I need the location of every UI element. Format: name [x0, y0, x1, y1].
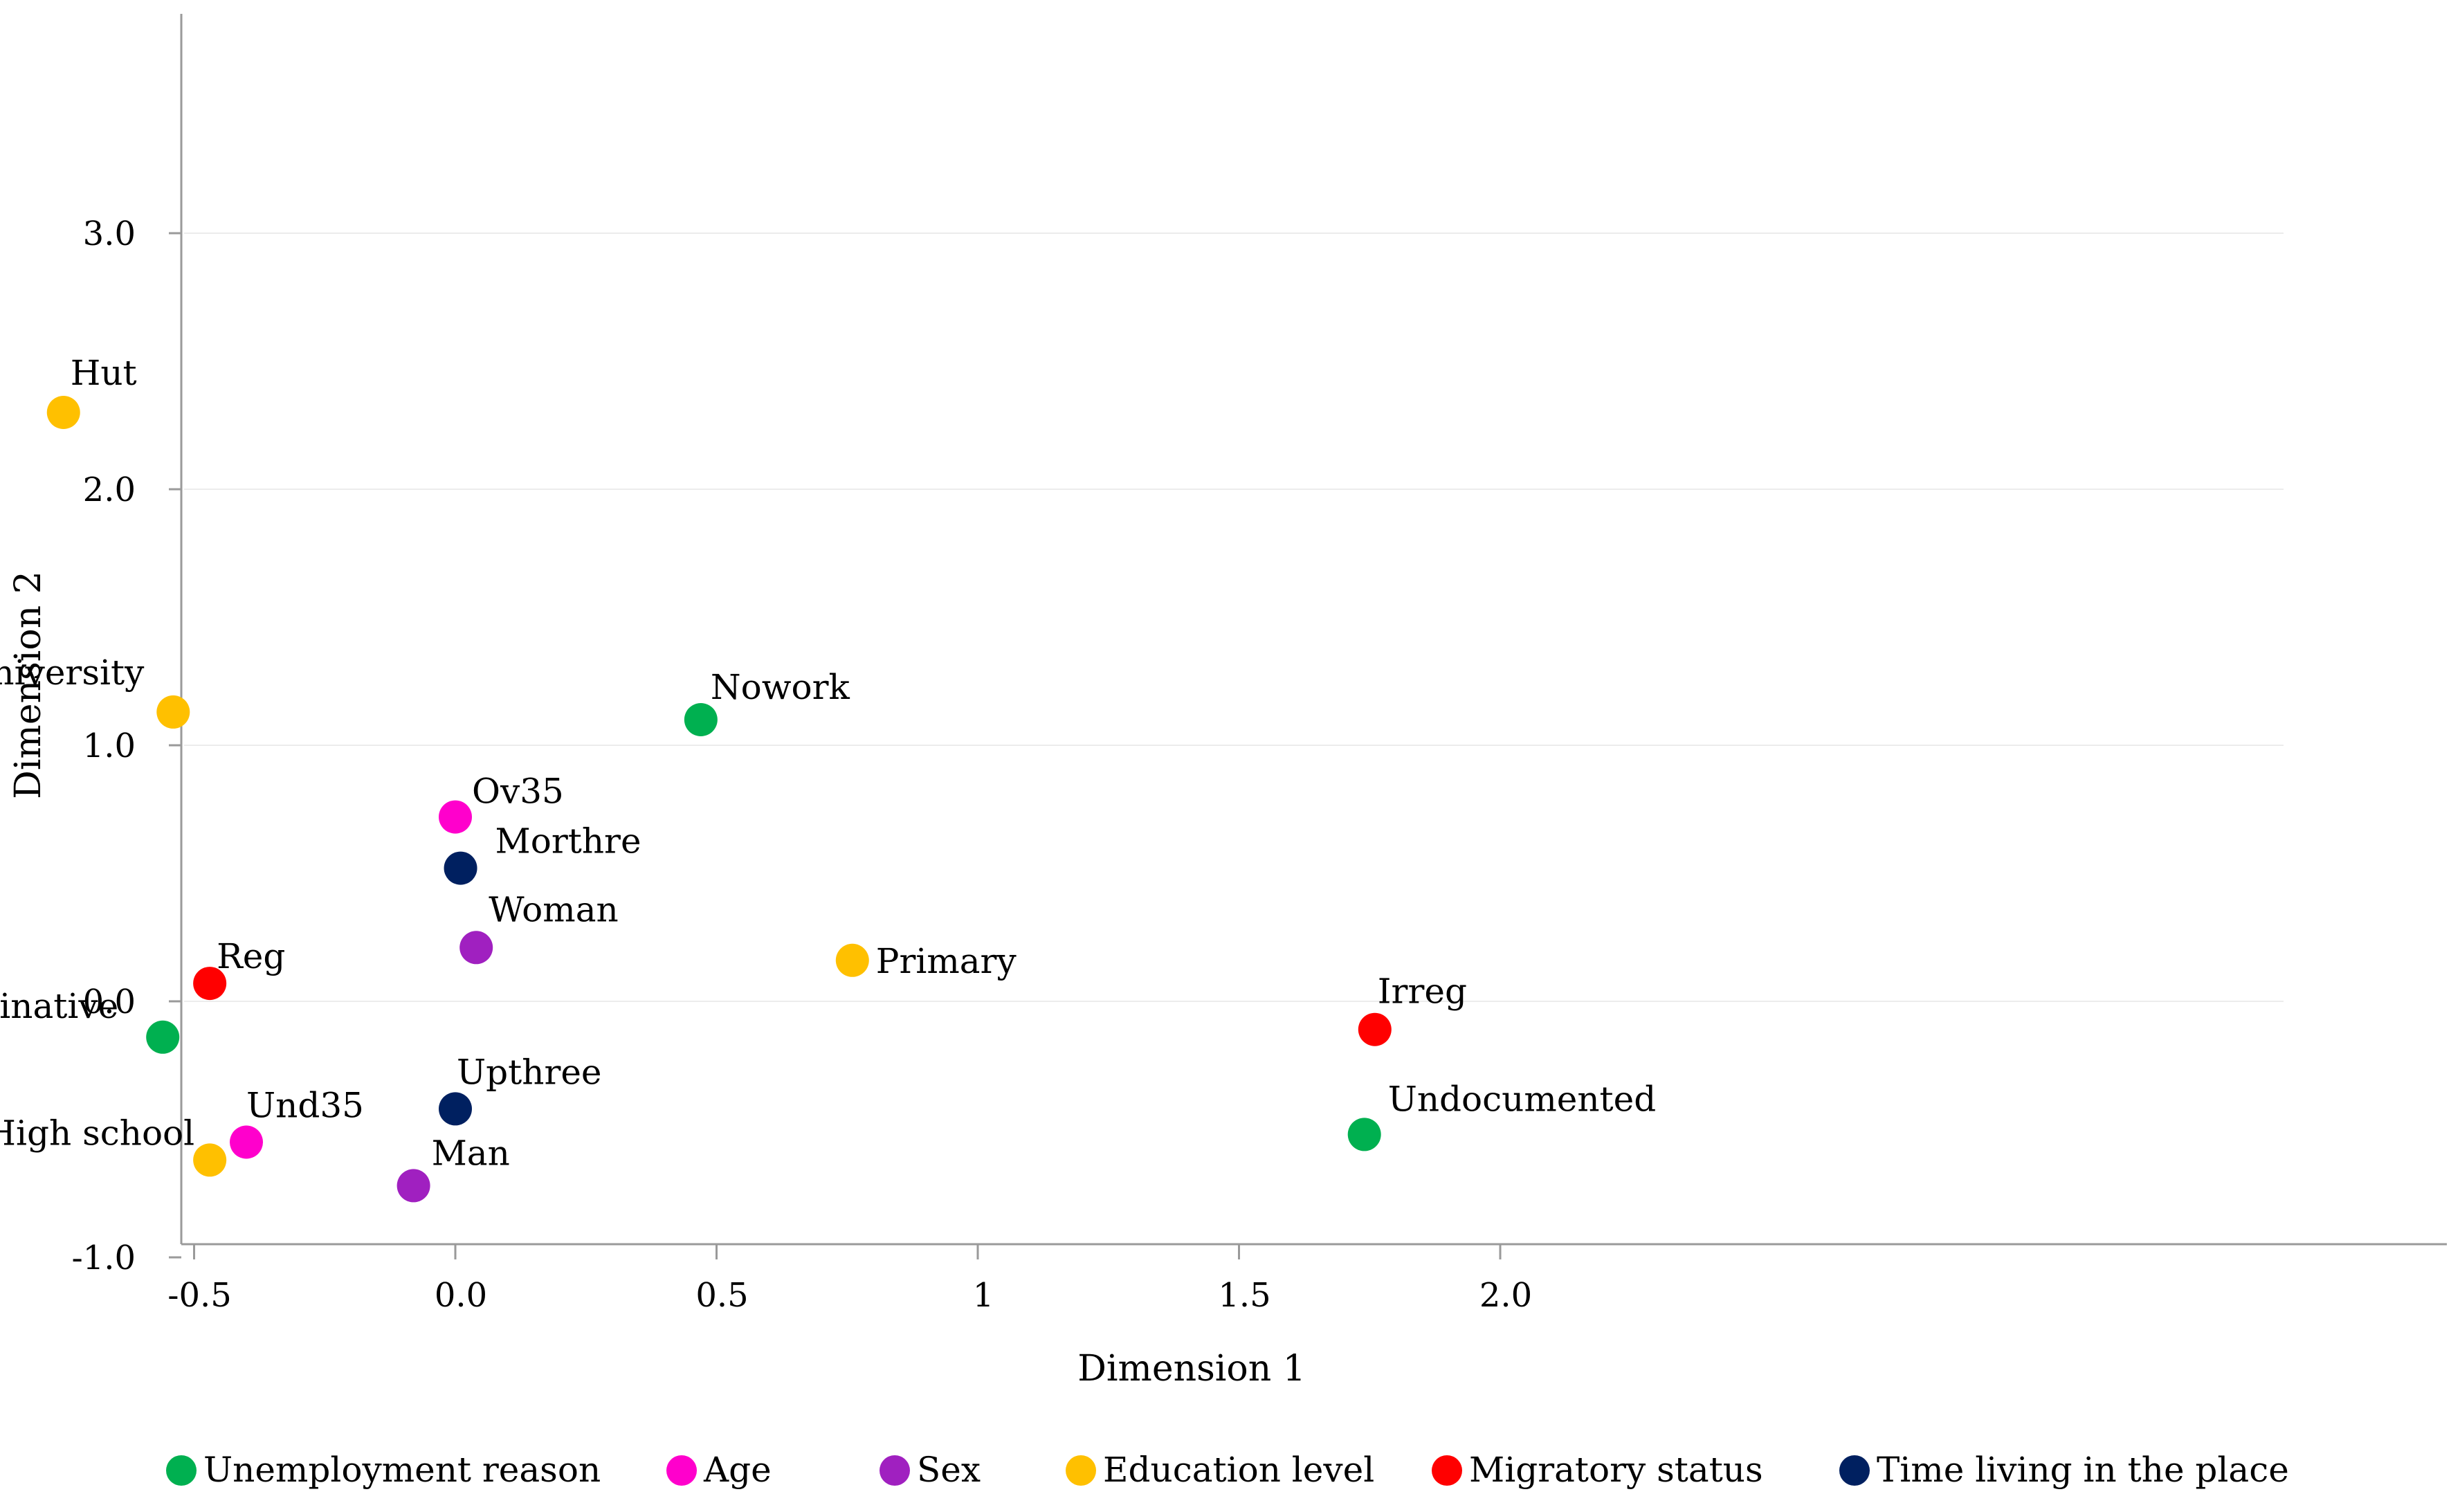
- y-tick-label: 3.0: [83, 215, 136, 253]
- data-point-label: Upthree: [457, 1052, 602, 1092]
- x-tick-label: 2.0: [1479, 1276, 1532, 1315]
- data-point-label: Irreg: [1378, 972, 1467, 1012]
- data-point-label: Und35: [246, 1086, 364, 1126]
- data-point-marker: [156, 695, 190, 729]
- data-point-marker: [230, 1125, 263, 1159]
- data-point-marker: [1358, 1012, 1392, 1046]
- data-point-marker: [835, 943, 869, 977]
- data-point-marker: [444, 851, 477, 885]
- data-point-label: High school: [0, 1113, 194, 1153]
- data-point-marker: [684, 703, 718, 736]
- data-point-label: Undocumented: [1388, 1079, 1657, 1119]
- legend-marker: [1066, 1455, 1096, 1486]
- legend-marker: [880, 1455, 910, 1486]
- legend-label: Age: [703, 1450, 772, 1490]
- data-point-label: Reg: [217, 936, 285, 976]
- data-point-marker: [439, 1092, 472, 1126]
- data-point-label: Morthre: [495, 821, 641, 862]
- data-point-marker: [1347, 1118, 1381, 1151]
- y-ticks: -1.0 0.0 1.0 2.0 3.0: [71, 215, 181, 1277]
- legend-marker: [1432, 1455, 1462, 1486]
- data-point-marker: [397, 1169, 430, 1203]
- x-tick-label: -0.5: [167, 1276, 232, 1315]
- data-point-marker: [46, 396, 80, 429]
- data-point-marker: [193, 967, 227, 1001]
- data-point-marker: [459, 931, 493, 965]
- data-points: Nowork Prinative Undocumented Ov35 Und35 Woma…: [0, 353, 1657, 1203]
- gridlines: [184, 233, 2284, 1002]
- legend-label: Migratory status: [1469, 1450, 1763, 1490]
- data-point-marker: [193, 1143, 227, 1177]
- x-tick-label: 0.5: [695, 1276, 748, 1315]
- x-tick-label: 1.5: [1218, 1276, 1270, 1315]
- y-tick-label: -1.0: [71, 1239, 136, 1277]
- data-point-label: University: [0, 653, 145, 693]
- data-point-label: Man: [432, 1133, 510, 1173]
- legend-label: Education level: [1103, 1450, 1374, 1490]
- y-tick-label: 0.0: [83, 983, 136, 1021]
- data-point-label: Hut: [71, 353, 137, 393]
- x-tick-label: 0.0: [435, 1276, 487, 1315]
- legend-marker: [666, 1455, 697, 1486]
- x-ticks: -1.0-0.50.00.511.52.0: [167, 1244, 1532, 1315]
- legend-marker: [166, 1455, 197, 1486]
- legend-marker: [1839, 1455, 1870, 1486]
- data-point-label: Ov35: [472, 772, 564, 812]
- y-tick-label: 1.0: [83, 727, 136, 765]
- y-axis-title: Dimension 2: [8, 571, 49, 799]
- data-point-marker: [146, 1020, 180, 1054]
- legend-label: Time living in the place: [1877, 1450, 2289, 1490]
- data-point-label: Nowork: [711, 667, 850, 707]
- data-point-label: Primary: [876, 941, 1017, 981]
- y-tick-label: 2.0: [83, 471, 136, 509]
- x-axis-title: Dimension 1: [1077, 1348, 1306, 1390]
- legend-label: Unemployment reason: [203, 1450, 601, 1490]
- data-point-label: Prinative: [0, 986, 118, 1026]
- data-point-label: Woman: [489, 889, 619, 929]
- x-tick-label: 1: [973, 1276, 994, 1315]
- legend: Unemployment reason Age Sex Education level…: [166, 1450, 2289, 1490]
- data-point-marker: [439, 800, 472, 834]
- legend-label: Sex: [917, 1450, 981, 1490]
